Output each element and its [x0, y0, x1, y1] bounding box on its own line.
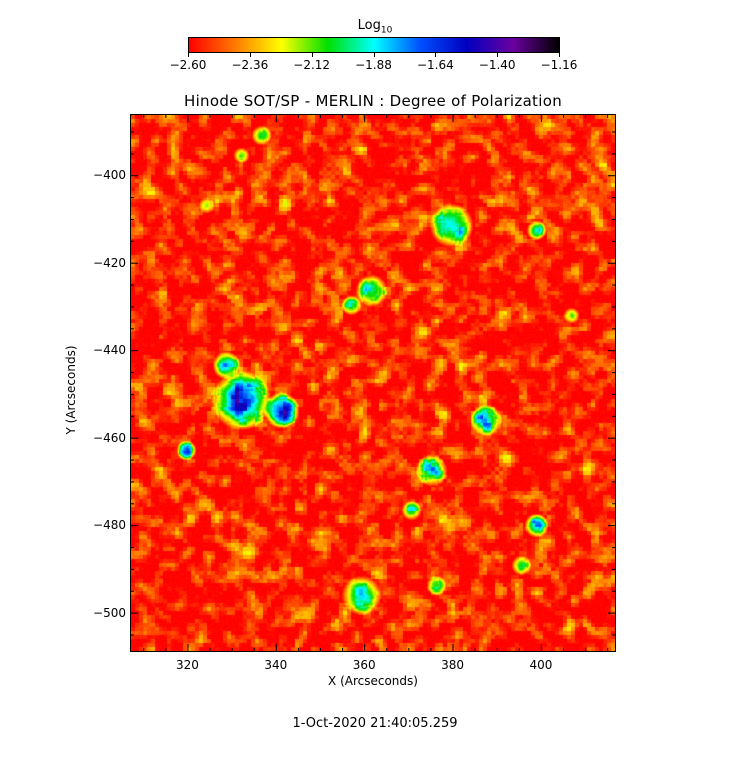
y-axis-label: Y (Arcseconds): [64, 345, 78, 435]
y-tick-label: −500: [93, 605, 126, 620]
y-tick-label: −440: [93, 343, 126, 358]
y-tick-label: −420: [93, 255, 126, 270]
colorbar-title-subscript: 10: [380, 25, 393, 36]
polarization-map-image: [131, 115, 615, 651]
colorbar-tick-label: −1.64: [416, 58, 454, 72]
polarization-map: [130, 114, 616, 652]
colorbar-tick-mark: [497, 53, 499, 57]
colorbar-tick-mark: [559, 53, 560, 57]
colorbar-tick-label: −1.16: [540, 58, 578, 72]
x-tick-label: 380: [441, 658, 464, 672]
plot-title: Hinode SOT/SP - MERLIN : Degree of Polar…: [183, 92, 562, 110]
colorbar-title: Log10: [330, 18, 420, 36]
x-axis-label: X (Arcseconds): [328, 674, 418, 688]
y-tick-label: −460: [93, 430, 126, 445]
colorbar-tick-mark: [373, 53, 375, 57]
colorbar-tick-mark: [188, 53, 189, 57]
colorbar-title-base: Log: [357, 18, 381, 33]
colorbar-tick-label: −2.60: [169, 58, 207, 72]
colorbar-tick-mark: [311, 53, 313, 57]
colorbar-tick-label: −1.40: [478, 58, 516, 72]
colorbar-tick-mark: [435, 53, 437, 57]
colorbar: [188, 37, 560, 53]
x-tick-label: 340: [264, 658, 288, 672]
colorbar-tick-label: −2.36: [231, 58, 269, 72]
x-tick-label: 400: [529, 658, 553, 672]
colorbar-tick-mark: [249, 53, 251, 57]
colorbar-tick-label: −2.12: [293, 58, 331, 72]
y-tick-label: −400: [93, 168, 126, 183]
y-tick-label: −480: [93, 518, 126, 533]
colorbar-tick-label: −1.88: [355, 58, 392, 72]
timestamp: 1-Oct-2020 21:40:05.259: [292, 716, 458, 731]
x-tick-label: 360: [352, 658, 376, 672]
x-tick-label: 320: [175, 658, 199, 672]
